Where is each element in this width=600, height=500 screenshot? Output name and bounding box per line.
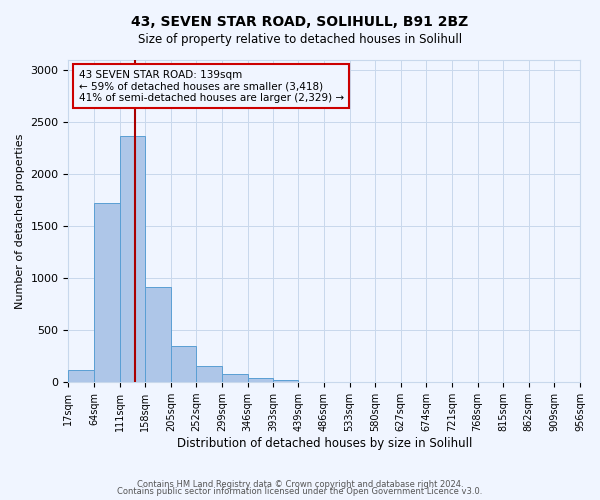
Text: Contains public sector information licensed under the Open Government Licence v3: Contains public sector information licen… [118,488,482,496]
Text: Contains HM Land Registry data © Crown copyright and database right 2024.: Contains HM Land Registry data © Crown c… [137,480,463,489]
Bar [94,204,119,382]
Bar [273,380,298,382]
Bar [119,136,145,382]
Text: 43, SEVEN STAR ROAD, SOLIHULL, B91 2BZ: 43, SEVEN STAR ROAD, SOLIHULL, B91 2BZ [131,15,469,29]
Bar [196,366,222,382]
Y-axis label: Number of detached properties: Number of detached properties [15,134,25,309]
Bar [171,346,196,382]
Bar [248,378,273,382]
Text: Size of property relative to detached houses in Solihull: Size of property relative to detached ho… [138,32,462,46]
Bar [222,374,248,382]
X-axis label: Distribution of detached houses by size in Solihull: Distribution of detached houses by size … [176,437,472,450]
Bar [68,370,94,382]
Bar [145,286,171,382]
Text: 43 SEVEN STAR ROAD: 139sqm
← 59% of detached houses are smaller (3,418)
41% of s: 43 SEVEN STAR ROAD: 139sqm ← 59% of deta… [79,70,344,103]
